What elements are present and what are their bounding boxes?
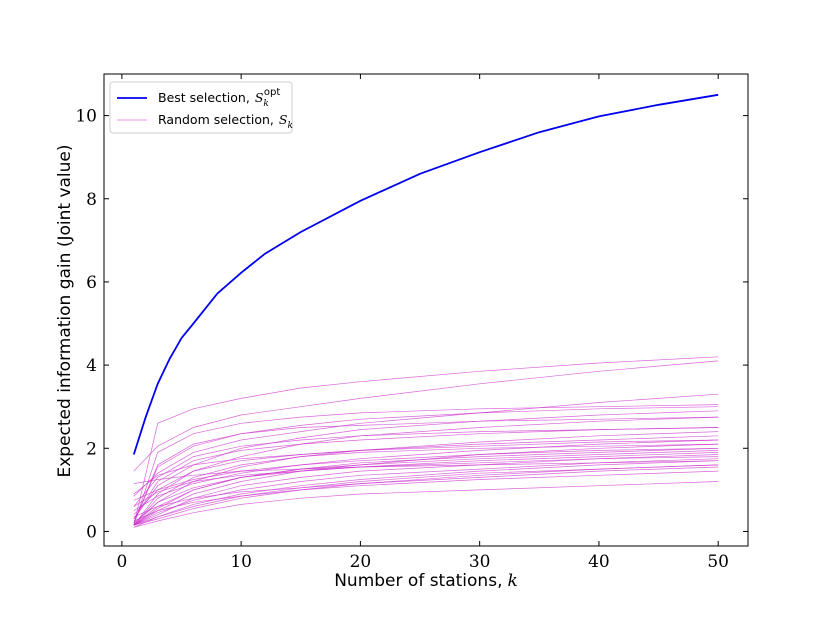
- random-selection-line: [133, 406, 719, 524]
- x-tick-label: 50: [707, 552, 729, 572]
- random-selection-line: [133, 443, 719, 526]
- x-tick-label: 0: [116, 552, 127, 572]
- plot-frame: [103, 73, 749, 547]
- random-selection-line: [133, 460, 719, 528]
- random-selection-line: [133, 470, 719, 522]
- x-tick-label: 20: [350, 552, 372, 572]
- random-selection-line: [133, 427, 719, 520]
- legend-random-label: Random selection, Sk: [158, 112, 293, 131]
- x-axis: 0 10 20 30 40 50: [116, 74, 729, 572]
- y-tick-label: 0: [86, 522, 97, 542]
- random-selection-line: [133, 447, 719, 501]
- best-selection-line: [132, 93, 719, 455]
- random-selection-line: [133, 447, 719, 526]
- y-tick-label: 8: [86, 190, 97, 210]
- legend-box: [109, 81, 293, 134]
- x-tick-label: 40: [588, 552, 610, 572]
- y-axis: 0 2 4 6 8 10: [75, 107, 748, 542]
- random-selection-line: [133, 458, 719, 526]
- x-axis-label: Number of stations, k: [334, 571, 518, 591]
- random-selection-line: [133, 456, 719, 507]
- random-selection-line: [133, 454, 719, 526]
- random-selection-line: [133, 404, 719, 526]
- legend: Best selection, Skopt Random selection, Sk: [109, 81, 293, 134]
- random-selection-line: [133, 435, 719, 516]
- random-selection-line: [133, 464, 719, 526]
- y-tick-label: 2: [86, 439, 97, 459]
- legend-best-label: Best selection, Skopt: [158, 87, 280, 109]
- y-axis-label: Expected information gain (Joint value): [55, 144, 75, 477]
- random-selection-line: [133, 360, 719, 472]
- random-selection-line: [133, 439, 719, 495]
- random-selection-line: [133, 452, 719, 524]
- random-series-group: [133, 356, 719, 528]
- y-tick-label: 4: [86, 356, 97, 376]
- random-selection-line: [133, 410, 719, 520]
- random-selection-line: [133, 356, 719, 526]
- y-tick-label: 10: [75, 107, 97, 127]
- x-tick-label: 30: [469, 552, 491, 572]
- x-tick-label: 10: [230, 552, 252, 572]
- random-selection-line: [133, 416, 719, 524]
- random-selection-line: [133, 393, 719, 497]
- random-selection-line: [133, 481, 719, 528]
- random-selection-line: [133, 427, 719, 507]
- y-tick-label: 6: [86, 273, 97, 293]
